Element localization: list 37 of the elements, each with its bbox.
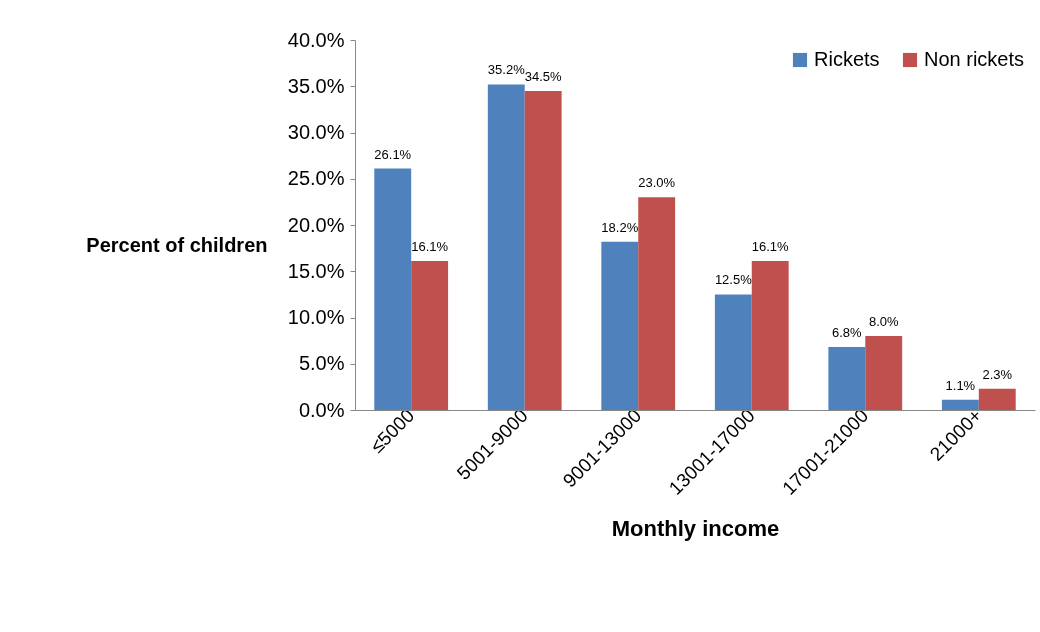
y-tick-label: 0.0% bbox=[298, 398, 345, 421]
data-label: 12.5% bbox=[714, 272, 753, 288]
bar bbox=[487, 84, 525, 410]
data-label: 18.2% bbox=[601, 219, 639, 235]
bar bbox=[714, 294, 752, 410]
y-tick-label: 20.0% bbox=[287, 213, 345, 236]
data-label: 35.2% bbox=[487, 62, 526, 78]
legend-label: Rickets bbox=[814, 48, 880, 70]
bar bbox=[941, 399, 979, 410]
data-label: 8.0% bbox=[868, 314, 899, 329]
y-tick-label: 25.0% bbox=[287, 167, 345, 190]
y-tick-label: 35.0% bbox=[287, 74, 345, 97]
y-tick-label: 40.0% bbox=[287, 28, 345, 51]
bar bbox=[865, 336, 903, 410]
bar bbox=[978, 388, 1016, 410]
data-label: 34.5% bbox=[524, 68, 563, 84]
bar bbox=[601, 241, 639, 410]
x-axis-title: Monthly income bbox=[611, 515, 780, 541]
y-tick-label: 30.0% bbox=[287, 121, 345, 143]
bar bbox=[638, 197, 676, 410]
y-tick-label: 10.0% bbox=[287, 306, 345, 328]
data-label: 2.3% bbox=[982, 366, 1013, 382]
data-label: 16.1% bbox=[751, 239, 790, 255]
bar bbox=[374, 168, 412, 410]
bar bbox=[411, 261, 449, 410]
data-label: 23.0% bbox=[638, 175, 676, 191]
data-label: 1.1% bbox=[945, 377, 976, 393]
data-label: 16.1% bbox=[411, 239, 449, 255]
y-tick-label: 5.0% bbox=[298, 352, 345, 375]
bar bbox=[524, 90, 562, 410]
bar bbox=[751, 261, 789, 410]
y-tick-label: 15.0% bbox=[287, 259, 345, 282]
data-label: 6.8% bbox=[832, 325, 863, 341]
bar bbox=[828, 347, 866, 410]
data-label: 26.1% bbox=[374, 146, 412, 162]
legend-label: Non rickets bbox=[924, 48, 1025, 70]
y-axis-title: Percent of children bbox=[86, 233, 268, 256]
